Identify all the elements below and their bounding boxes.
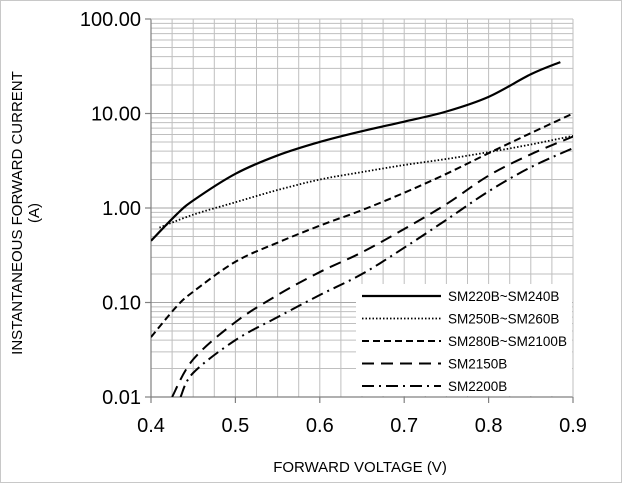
y-tick-label: 0.10 — [102, 293, 141, 315]
series-line-3 — [151, 112, 573, 338]
legend: SM220B~SM240B SM250B~SM260B SM280B~SM2100B… — [356, 284, 572, 396]
y-tick-label: 10.00 — [91, 104, 141, 126]
x-tick-label: 0.8 — [475, 415, 503, 437]
series-group — [151, 61, 573, 397]
x-tick-label: 0.6 — [306, 415, 334, 437]
legend-box — [356, 284, 572, 396]
plot-frame — [145, 18, 574, 403]
legend-label-2: SM250B~SM260B — [448, 312, 559, 327]
series-line-5 — [179, 147, 573, 397]
x-tick-label: 0.7 — [390, 415, 418, 437]
legend-label-5: SM2200B — [448, 379, 507, 394]
y-axis-label-line1: INSTANTANEOUS FORWARD CURRENT — [9, 71, 26, 355]
series-line-1 — [151, 61, 561, 242]
legend-label-1: SM220B~SM240B — [448, 289, 559, 304]
tick-labels: 0.01 0.10 1.00 10.00 100.00 0.4 0.5 0.6 0.7 0.8 0.… — [80, 9, 587, 437]
y-tick-label: 1.00 — [102, 198, 141, 220]
x-tick-label: 0.9 — [559, 415, 587, 437]
x-tick-label: 0.5 — [221, 415, 249, 437]
series-line-4 — [171, 135, 573, 397]
series-line-2 — [159, 134, 573, 229]
legend-label-3: SM280B~SM2100B — [448, 334, 567, 349]
x-axis-label: FORWARD VOLTAGE (V) — [273, 459, 447, 476]
legend-label-4: SM2150B — [448, 357, 507, 372]
x-tick-label: 0.4 — [137, 415, 165, 437]
y-axis-label-line2: (A) — [26, 203, 43, 223]
y-axis-label: INSTANTANEOUS FORWARD CURRENT (A) — [9, 71, 43, 355]
y-tick-label: 100.00 — [80, 9, 141, 31]
y-tick-label: 0.01 — [102, 387, 141, 409]
